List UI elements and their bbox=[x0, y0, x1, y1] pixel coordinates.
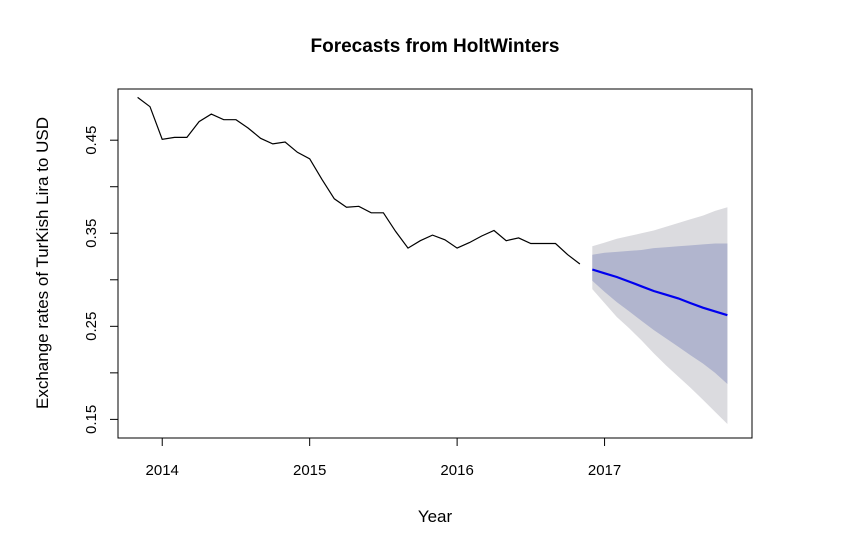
y-tick-label: 0.15 bbox=[83, 405, 100, 434]
y-axis: 0.15 0.25 0.35 0.45 bbox=[83, 126, 119, 434]
x-tick-label: 2016 bbox=[440, 462, 473, 479]
y-tick-label: 0.25 bbox=[83, 312, 100, 341]
prediction-interval-80-band bbox=[592, 243, 728, 384]
forecast-series-line bbox=[591, 268, 728, 317]
chart-title: Forecasts from HoltWinters bbox=[311, 36, 560, 57]
observed-series-line bbox=[137, 96, 581, 265]
x-axis-label: Year bbox=[418, 507, 453, 526]
y-tick-label: 0.35 bbox=[83, 219, 100, 248]
x-tick-label: 2015 bbox=[293, 462, 326, 479]
y-axis-label: Exchange rates of TurKish Lira to USD bbox=[33, 117, 52, 409]
x-tick-label: 2017 bbox=[588, 462, 621, 479]
x-tick-label: 2014 bbox=[146, 462, 179, 479]
x-axis: 2014 2015 2016 2017 bbox=[146, 437, 621, 479]
plot-area bbox=[137, 96, 728, 424]
y-tick-label: 0.45 bbox=[83, 126, 100, 155]
